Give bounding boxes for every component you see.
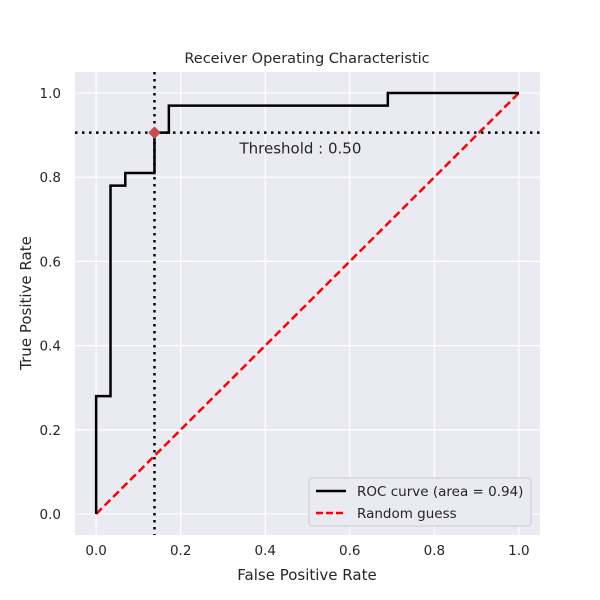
roc-curve-line — [94, 91, 519, 514]
grid-lines — [75, 72, 540, 535]
y-tick-label: 0.8 — [40, 170, 61, 186]
y-tick-label: 0.2 — [40, 423, 61, 439]
x-tick-label: 0.6 — [339, 543, 360, 559]
threshold-layer — [75, 72, 540, 535]
y-tick-label: 0.4 — [40, 339, 61, 355]
x-tick-label: 0.0 — [85, 543, 106, 559]
y-axis-label: True Positive Rate — [17, 236, 35, 371]
threshold-label: Threshold : 0.50 — [238, 140, 361, 158]
series-layer — [94, 91, 520, 515]
legend-label-roc: ROC curve (area = 0.94) — [357, 484, 523, 500]
y-tick-label: 1.0 — [40, 86, 61, 102]
random-guess-line — [95, 92, 520, 515]
x-tick-label: 1.0 — [508, 543, 529, 559]
y-tick-label: 0.6 — [40, 254, 61, 270]
y-tick-label: 0.0 — [40, 507, 61, 523]
tick-labels: 0.0 0.2 0.4 0.6 0.8 1.0 0.0 0.2 0.4 0.6 0.8 1.0 — [40, 86, 530, 559]
legend: ROC curve (area = 0.94) Random guess — [308, 477, 532, 527]
legend-box — [308, 477, 532, 527]
x-tick-label: 0.2 — [170, 543, 191, 559]
legend-label-random: Random guess — [357, 506, 457, 522]
threshold-marker — [148, 126, 161, 139]
x-axis-label: False Positive Rate — [237, 566, 376, 584]
chart-title: Receiver Operating Characteristic — [184, 51, 429, 67]
x-tick-label: 0.4 — [254, 543, 275, 559]
x-tick-label: 0.8 — [424, 543, 445, 559]
